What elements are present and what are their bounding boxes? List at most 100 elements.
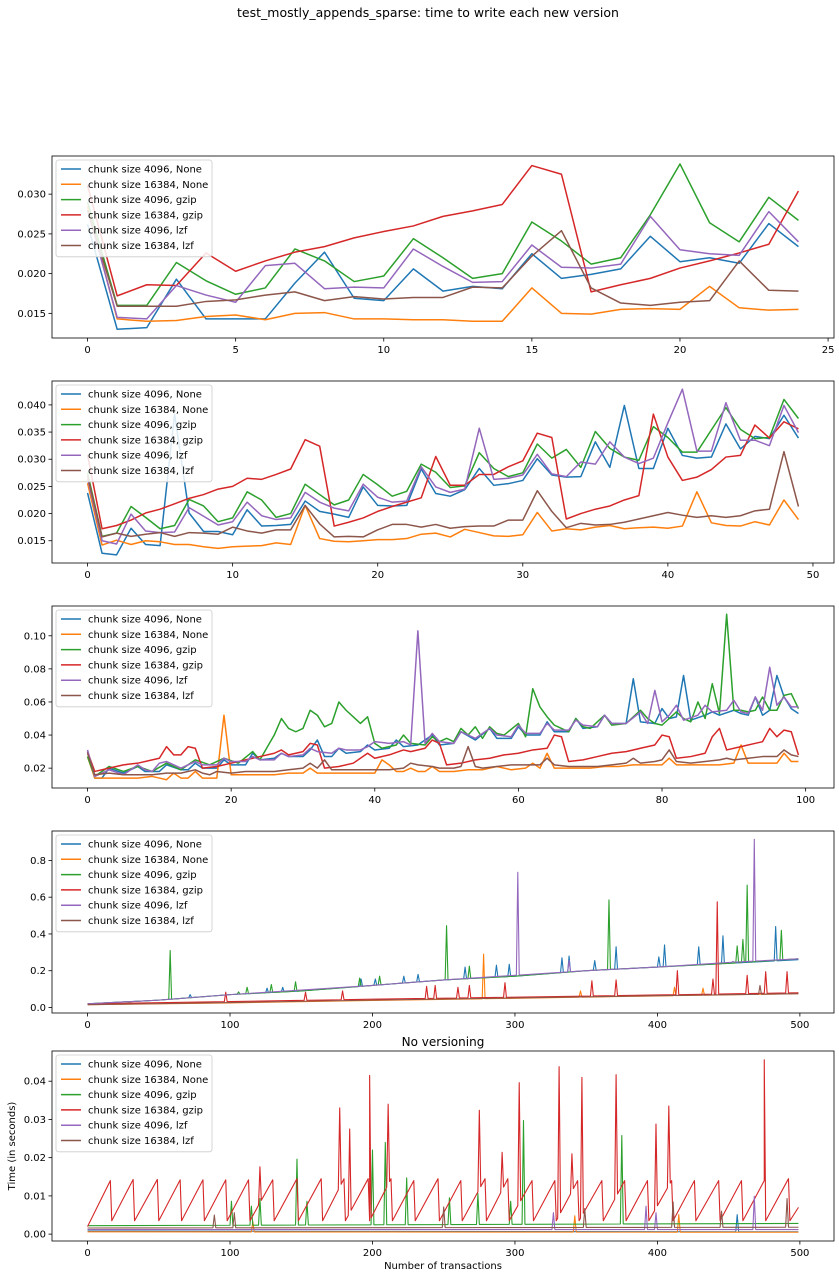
series-line-chunk-size-16384-gzip [87, 901, 799, 1005]
series-line-chunk-size-16384-lzf [86, 745, 799, 776]
subplot-3: 0 20 40 60 80 100 0.02 0.04 0.06 0.08 0.10 chunk si… [24, 605, 835, 806]
y-tick-label: 0.04 [24, 731, 46, 742]
series-line-chunk-size-4096-none [86, 222, 799, 331]
series-line-chunk-size-16384-none [86, 714, 799, 781]
y-tick-label: 0.030 [17, 190, 46, 201]
subplot-5: 0 100 200 300 400 500 0.00 0.01 0.02 0.03 0.04 chun… [7, 1035, 835, 1272]
x-tick-label: 0 [84, 345, 90, 356]
legend: chunk size 4096, None chunk size 16384, N… [55, 1054, 213, 1153]
legend-label: chunk size 4096, None [88, 165, 202, 176]
y-tick-label: 0.030 [17, 455, 46, 466]
series-line-chunk-size-4096-lzf [86, 388, 800, 545]
axes-frame [51, 380, 835, 564]
subplot-4: 0 100 200 300 400 500 0.0 0.2 0.4 0.6 0.8 chunk siz… [30, 830, 835, 1031]
series-group [87, 1059, 799, 1233]
legend: chunk size 4096, None chunk size 16384, N… [55, 159, 213, 258]
x-tick-label: 20 [225, 795, 238, 806]
legend: chunk size 4096, None chunk size 16384, N… [55, 384, 213, 483]
legend-label: chunk size 4096, None [88, 1060, 202, 1071]
series-line-chunk-size-16384-gzip [86, 413, 799, 530]
legend-frame [55, 609, 213, 708]
y-tick-label: 0.00 [24, 1230, 46, 1241]
legend-label: chunk size 4096, None [88, 390, 202, 401]
series-line-chunk-size-4096-none [86, 404, 800, 556]
legend-frame [55, 384, 213, 483]
figure-title: test_mostly_appends_sparse: time to writ… [237, 5, 619, 20]
y-tick-label: 0.02 [24, 1153, 46, 1164]
y-tick-label: 0.0 [30, 1003, 46, 1014]
legend-label: chunk size 16384, gzip [88, 660, 203, 671]
y-tick-label: 0.4 [30, 929, 46, 940]
y-tick-label: 0.020 [17, 269, 46, 280]
series-line-chunk-size-4096-gzip [86, 163, 799, 307]
legend-label: chunk size 16384, None [88, 405, 208, 416]
x-tick-label: 300 [505, 1248, 524, 1259]
y-tick-label: 0.035 [17, 428, 46, 439]
axes-frame [51, 1050, 835, 1242]
y-tick-label: 0.01 [24, 1191, 46, 1202]
x-tick-label: 500 [790, 1020, 809, 1031]
x-tick-label: 60 [512, 795, 525, 806]
x-tick-label: 100 [220, 1020, 239, 1031]
series-line-chunk-size-4096-gzip [87, 1120, 799, 1227]
legend-label: chunk size 16384, None [88, 1075, 208, 1086]
y-tick-label: 0.025 [17, 229, 46, 240]
y-tick-label: 0.020 [17, 509, 46, 520]
x-tick-label: 200 [363, 1020, 382, 1031]
y-tick-label: 0.02 [24, 764, 46, 775]
legend-label: chunk size 4096, gzip [88, 420, 197, 431]
legend-label: chunk size 4096, gzip [88, 1090, 197, 1101]
legend-label: chunk size 16384, lzf [88, 466, 194, 477]
legend-label: chunk size 16384, None [88, 630, 208, 641]
y-tick-label: 0.015 [17, 536, 46, 547]
legend-label: chunk size 4096, gzip [88, 645, 197, 656]
x-tick-label: 50 [807, 570, 820, 581]
series-group [87, 838, 799, 1006]
series-line-chunk-size-4096-lzf [87, 838, 799, 1005]
y-tick-label: 0.025 [17, 482, 46, 493]
legend: chunk size 4096, None chunk size 16384, N… [55, 609, 213, 708]
x-tick-label: 10 [226, 570, 239, 581]
x-axis-label: Number of transactions [384, 1261, 502, 1272]
x-tick-label: 40 [662, 570, 675, 581]
legend-label: chunk size 16384, gzip [88, 210, 203, 221]
series-line-chunk-size-16384-lzf [87, 984, 799, 1006]
subplot-title: No versioning [402, 1035, 485, 1049]
x-tick-label: 400 [648, 1248, 667, 1259]
x-tick-label: 0 [84, 570, 90, 581]
series-line-chunk-size-4096-gzip [86, 398, 800, 538]
axes-frame [51, 155, 835, 339]
axes-frame [51, 830, 835, 1014]
series-line-chunk-size-4096-lzf [87, 1195, 799, 1231]
legend-label: chunk size 16384, gzip [88, 435, 203, 446]
legend-frame [55, 1054, 213, 1153]
x-tick-label: 0 [84, 1020, 90, 1031]
x-tick-label: 200 [363, 1248, 382, 1259]
legend-label: chunk size 4096, gzip [88, 195, 197, 206]
series-line-chunk-size-4096-lzf [86, 630, 799, 778]
legend-label: chunk size 16384, gzip [88, 1105, 203, 1116]
legend-label: chunk size 4096, None [88, 615, 202, 626]
axes-frame [51, 605, 835, 789]
legend: chunk size 4096, None chunk size 16384, N… [55, 834, 213, 933]
x-tick-label: 5 [232, 345, 238, 356]
legend-label: chunk size 4096, gzip [88, 870, 197, 881]
y-tick-label: 0.2 [30, 966, 46, 977]
x-tick-label: 40 [368, 795, 381, 806]
series-line-chunk-size-16384-none [86, 482, 800, 550]
x-tick-label: 0 [84, 1248, 90, 1259]
legend-label: chunk size 4096, lzf [88, 451, 188, 462]
y-tick-label: 0.03 [24, 1115, 46, 1126]
legend-label: chunk size 4096, lzf [88, 226, 188, 237]
legend-frame [55, 834, 213, 933]
x-tick-label: 300 [505, 1020, 524, 1031]
series-group [86, 388, 800, 556]
x-tick-label: 10 [377, 345, 390, 356]
y-tick-label: 0.10 [24, 631, 46, 642]
legend-label: chunk size 4096, None [88, 840, 202, 851]
y-tick-label: 0.6 [30, 893, 46, 904]
x-tick-label: 500 [790, 1248, 809, 1259]
legend-label: chunk size 16384, lzf [88, 241, 194, 252]
legend-label: chunk size 16384, lzf [88, 916, 194, 927]
